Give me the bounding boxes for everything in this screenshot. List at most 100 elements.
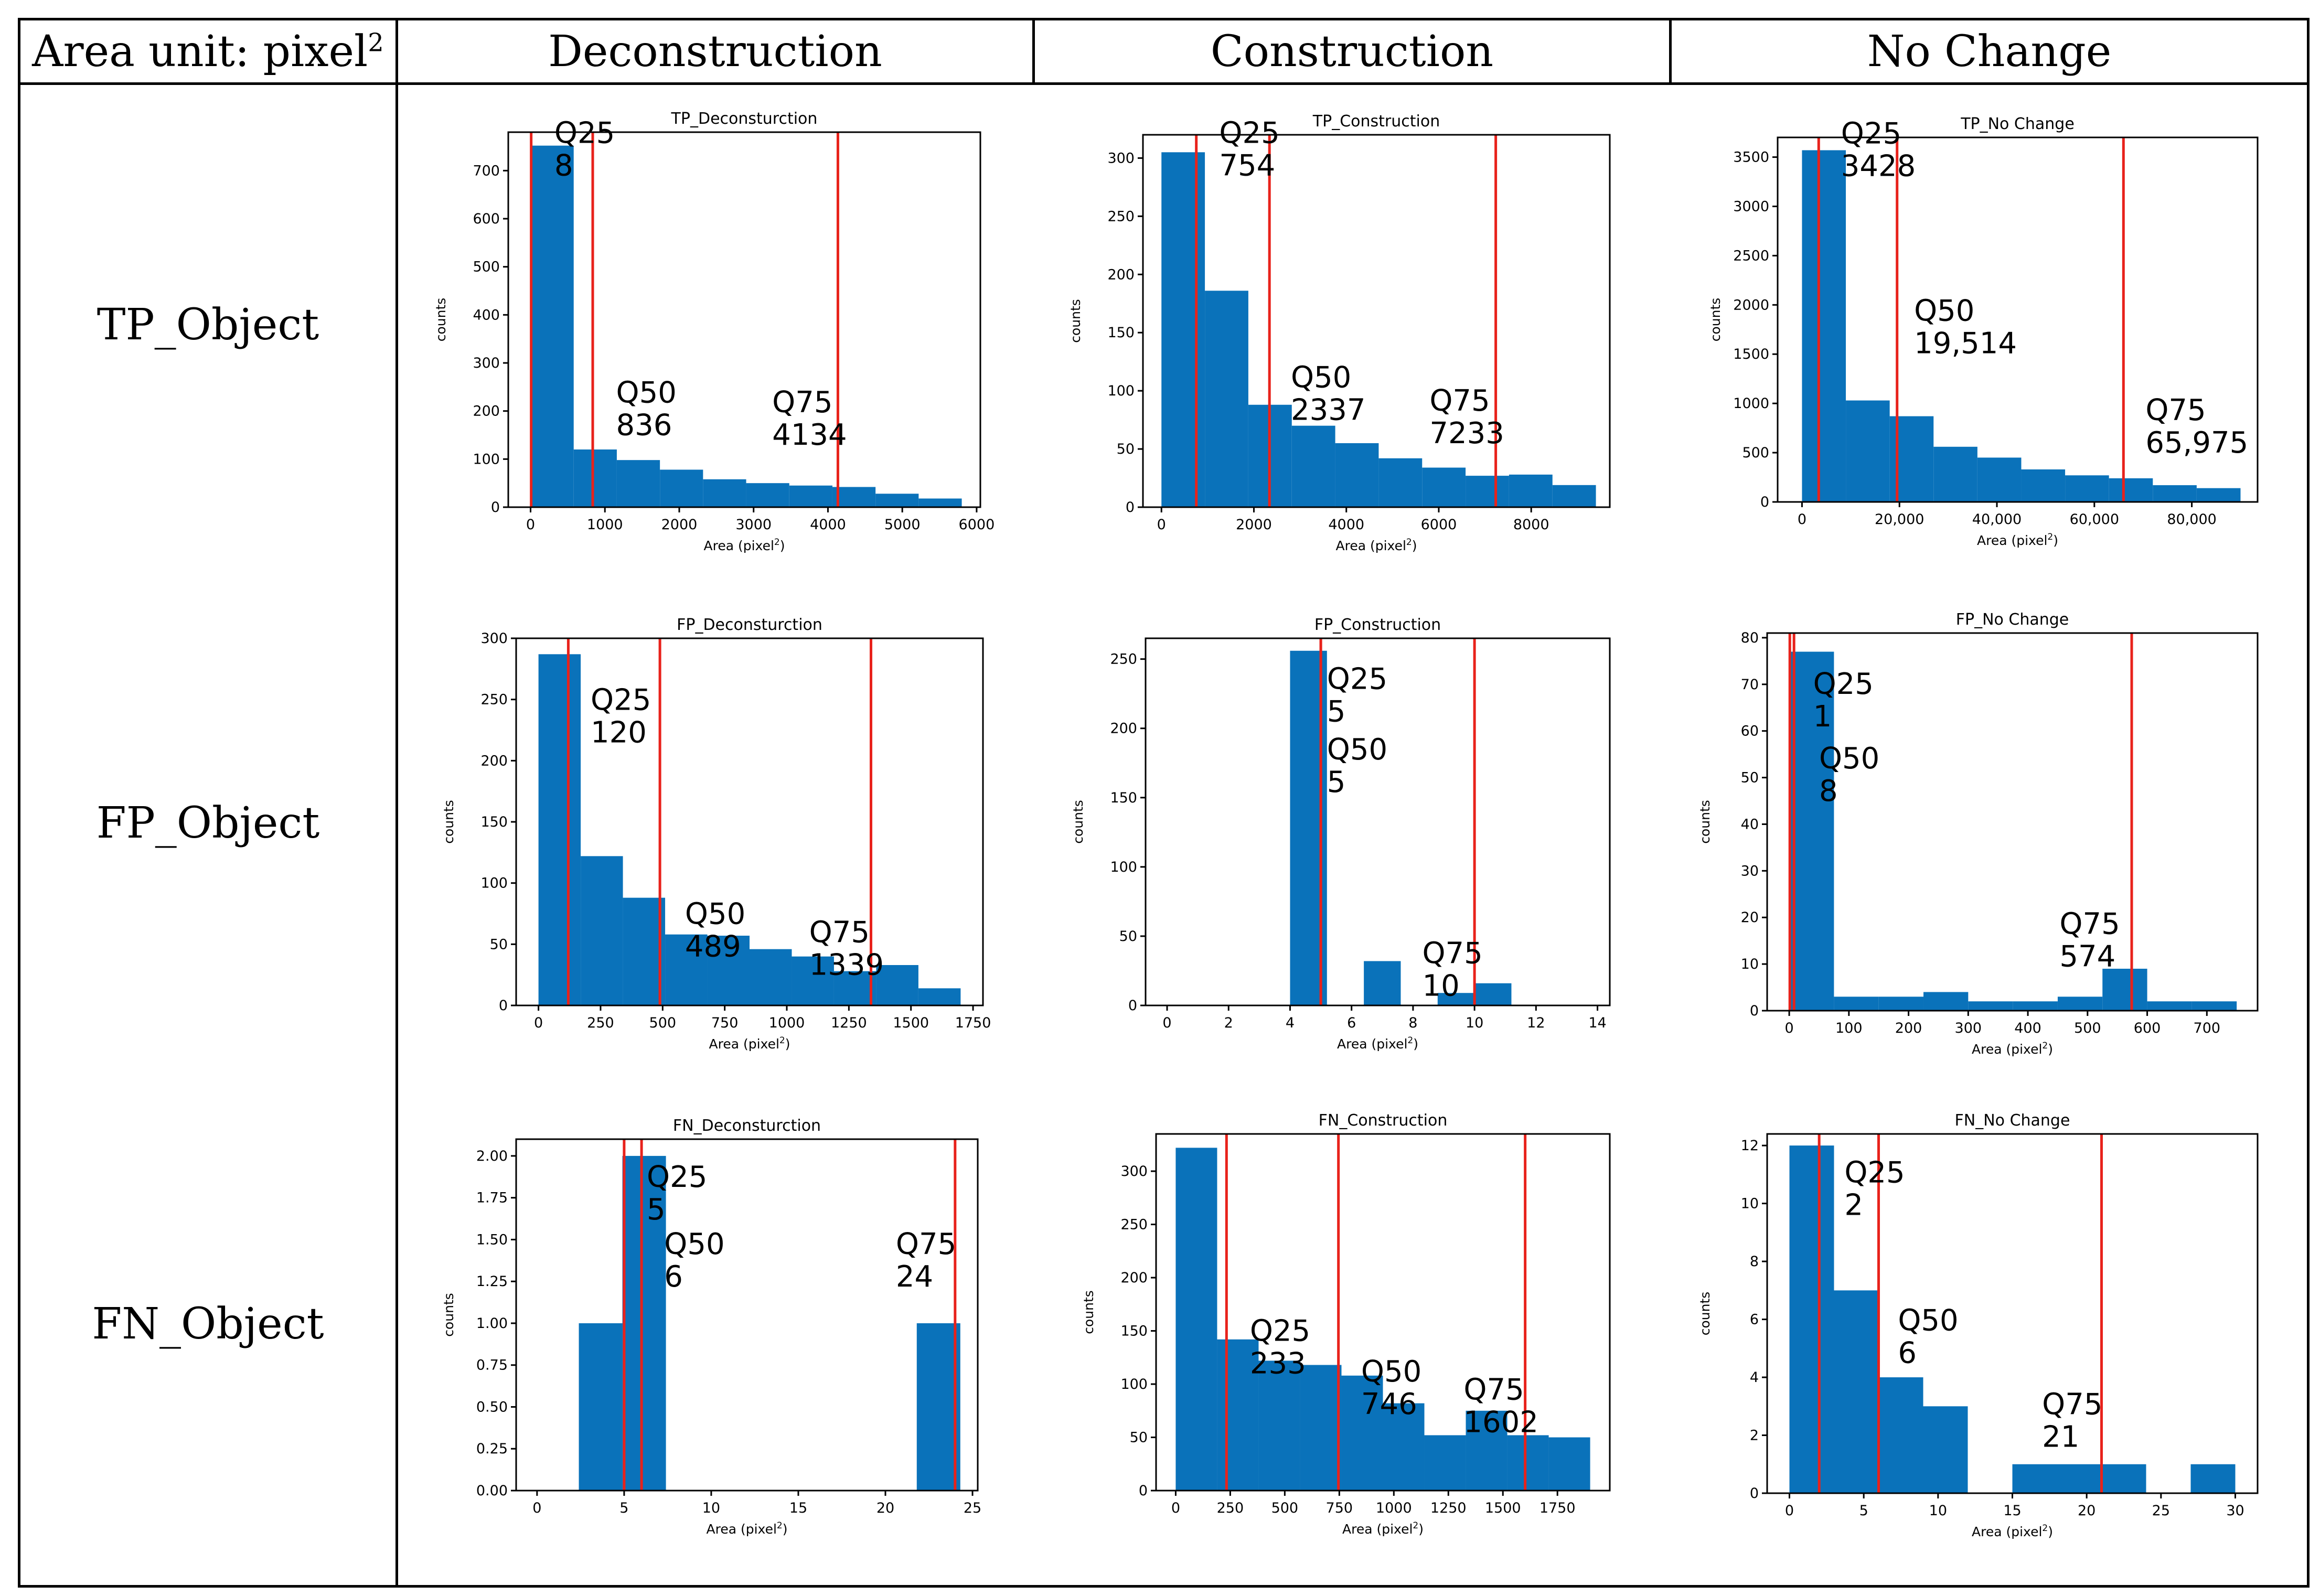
y-tick-label: 200	[1110, 721, 1137, 737]
histogram-bar	[789, 485, 832, 507]
quantile-value-q50: 746	[1361, 1387, 1417, 1421]
quantile-name-q75: Q75	[1429, 384, 1490, 418]
quantile-name-q75: Q75	[896, 1227, 956, 1261]
plot-frame	[1142, 134, 1611, 508]
x-axis-label: Area (pixel2)	[1342, 1520, 1424, 1537]
y-tick-label: 50	[490, 936, 508, 952]
y-tick-label: 150	[1110, 790, 1137, 806]
y-tick-label: 2.00	[476, 1148, 508, 1164]
histogram-bar	[1217, 1339, 1259, 1491]
chart-title: FN_No Change	[1955, 1111, 2070, 1130]
histogram-bar	[1205, 291, 1248, 507]
y-tick-label: 0	[1128, 998, 1137, 1014]
quantile-value-q75: 4134	[772, 418, 847, 452]
histogram-bar	[1507, 1435, 1549, 1491]
chart-title: TP_Construction	[1312, 112, 1440, 131]
x-tick-label: 0	[526, 517, 535, 533]
histogram-bar	[530, 145, 574, 508]
histogram-bar	[1878, 997, 1924, 1011]
y-tick-label: 20	[1741, 909, 1759, 926]
histogram-bar	[573, 449, 617, 507]
x-axis-label: Area (pixel2)	[709, 1035, 790, 1052]
y-tick-label: 30	[1741, 863, 1759, 879]
histogram-bar	[1161, 152, 1205, 507]
histogram-bar	[623, 897, 666, 1005]
histogram-bar	[1834, 1290, 1879, 1493]
histogram-bar	[1933, 446, 1977, 502]
x-tick-label: 60,000	[2070, 511, 2119, 528]
quantile-value-q75: 1602	[1463, 1405, 1538, 1439]
x-tick-label: 5	[619, 1500, 628, 1516]
y-tick-label: 4	[1750, 1369, 1759, 1386]
quantile-name-q25: Q25	[1327, 662, 1387, 696]
quantile-value-q25: 120	[591, 715, 647, 749]
histogram-bar	[916, 1323, 960, 1491]
histogram-bar	[2101, 1464, 2146, 1493]
x-tick-label: 1500	[1485, 1500, 1521, 1516]
quantile-name-q50: Q50	[1327, 733, 1387, 767]
quantile-name-q75: Q75	[1463, 1373, 1524, 1407]
x-tick-label: 0	[1157, 517, 1166, 533]
plot-frame	[1777, 136, 2259, 503]
column-header-construction: Construction	[1032, 18, 1672, 85]
histogram-bar	[2013, 1001, 2058, 1011]
quantile-value-q25: 233	[1250, 1347, 1306, 1381]
y-tick-label: 300	[1107, 150, 1135, 166]
x-tick-label: 20,000	[1875, 511, 1924, 528]
histogram-bar	[2191, 1001, 2237, 1011]
y-tick-label: 6	[1750, 1312, 1759, 1328]
histogram-bar	[1341, 1375, 1383, 1491]
quantile-name-q50: Q50	[664, 1227, 724, 1261]
quantile-value-q25: 8	[554, 149, 573, 183]
quantile-name-q25: Q25	[1813, 667, 1874, 701]
y-axis-label: counts	[1068, 299, 1083, 343]
y-tick-label: 150	[1107, 325, 1135, 341]
y-tick-label: 0.00	[476, 1483, 508, 1499]
histogram-panel-0: 0 1000 2000 3000 4000 5000 6000 0 100 200 300 400 50…	[433, 110, 995, 553]
histogram-bar	[918, 498, 962, 507]
histogram-bar	[660, 469, 703, 507]
chart-title: FN_Deconsturction	[673, 1117, 821, 1135]
quantile-name-q75: Q75	[772, 385, 832, 420]
quantile-value-q50: 836	[616, 409, 672, 443]
quantile-name-q25: Q25	[1250, 1314, 1310, 1348]
histogram-panel-3: 0 250 500 750 1000 1250 1500 1750 0 50 100 150 200 25…	[441, 616, 991, 1052]
x-tick-label: 8000	[1513, 517, 1549, 533]
y-tick-label: 400	[473, 307, 500, 323]
histogram-bar	[1509, 474, 1553, 507]
corner-superscript: 2	[368, 28, 384, 58]
histogram-bar	[2190, 1464, 2236, 1493]
quantile-value-q25: 754	[1219, 149, 1275, 183]
chart-title: FP_No Change	[1956, 610, 2069, 629]
x-tick-label: 25	[964, 1500, 981, 1516]
corner-label: Area unit: pixel	[32, 26, 368, 77]
x-axis-label: Area (pixel2)	[1977, 532, 2058, 548]
x-tick-label: 750	[1326, 1500, 1353, 1516]
histogram-bar	[2102, 969, 2147, 1011]
y-tick-label: 700	[473, 163, 500, 179]
histogram-panel-1: 0 2000 4000 6000 8000 0 50 100 150 200 250 300 TP_Co…	[1068, 112, 1611, 553]
x-tick-label: 100	[1835, 1020, 1863, 1036]
x-tick-label: 2000	[661, 517, 698, 533]
x-tick-label: 6000	[1421, 517, 1457, 533]
histogram-bar	[1383, 1403, 1425, 1491]
quantile-name-q75: Q75	[1422, 937, 1482, 971]
plot-frame	[515, 1138, 979, 1492]
x-tick-label: 6	[1347, 1015, 1356, 1031]
histogram-bar	[707, 936, 750, 1005]
y-tick-label: 1.75	[476, 1190, 508, 1206]
y-tick-label: 0	[1750, 1003, 1759, 1019]
histogram-bar	[2012, 1464, 2057, 1493]
plot-frame	[1155, 1133, 1611, 1492]
y-tick-label: 0	[1750, 1485, 1759, 1502]
quantile-name-q50: Q50	[1291, 361, 1351, 395]
y-tick-label: 1.00	[476, 1315, 508, 1332]
y-tick-label: 50	[1119, 928, 1137, 945]
y-axis-label: counts	[1081, 1290, 1096, 1334]
quantile-value-q75: 65,975	[2145, 426, 2248, 460]
x-tick-label: 0	[1785, 1503, 1794, 1519]
y-tick-label: 1.25	[476, 1273, 508, 1290]
y-axis-label: counts	[441, 1293, 456, 1337]
x-axis-label: Area (pixel2)	[1336, 537, 1417, 553]
histogram-panel-5: 0 100 200 300 400 500 600 700 0 10 20 30 40 50 60 70 80 F…	[1697, 610, 2259, 1057]
